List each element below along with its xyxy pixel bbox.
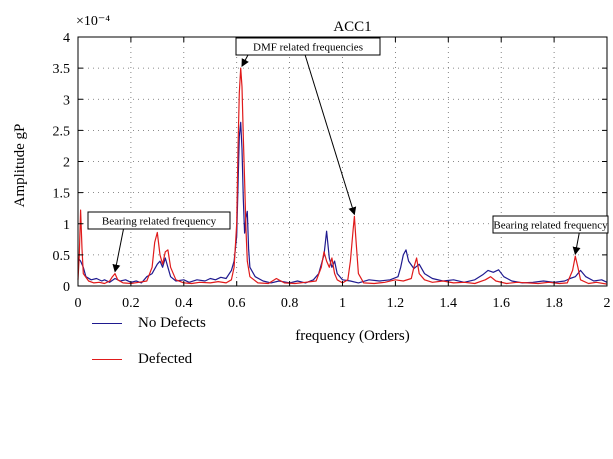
annotation-box — [87, 211, 231, 230]
legend-item-no-defects: No Defects — [92, 312, 206, 334]
legend-label-defected: Defected — [138, 350, 193, 367]
y-tick-label: 2 — [63, 156, 70, 171]
x-tick-label: 0.6 — [228, 296, 246, 311]
y-tick-label: 0 — [63, 280, 70, 295]
x-tick-label: 1.6 — [492, 296, 510, 311]
annotation-arrow — [572, 232, 581, 256]
x-tick-label: 2 — [604, 296, 611, 311]
series-line-defected — [77, 67, 608, 285]
x-axis-label: frequency (Orders) — [295, 328, 410, 344]
series-layer — [77, 67, 608, 285]
y-tick-label: 4 — [63, 31, 70, 46]
annotation-arrow — [241, 54, 249, 68]
legend-swatch-defected — [92, 358, 122, 360]
legend: No Defects Defected — [92, 312, 206, 384]
annotation-label: Bearing related frequency — [493, 220, 608, 232]
y-tick-label: 1.5 — [53, 187, 71, 202]
x-tick-label: 0.2 — [122, 296, 140, 311]
x-tick-label: 0.4 — [175, 296, 193, 311]
series-line-no-defects — [77, 121, 608, 284]
grid — [78, 37, 607, 286]
y-tick-label: 3 — [63, 93, 70, 108]
y-tick-label: 2.5 — [53, 124, 71, 139]
legend-swatch-no-defects — [92, 322, 122, 324]
x-tick-label: 1.8 — [545, 296, 563, 311]
y-tick-label: 0.5 — [53, 249, 71, 264]
annotations: DMF related frequencies Bearing related f… — [87, 37, 609, 273]
annotation-label: DMF related frequencies — [253, 42, 363, 54]
x-tick-label: 1 — [339, 296, 346, 311]
x-tick-label: 0 — [75, 296, 82, 311]
y-axis-label: Amplitude gP — [12, 124, 28, 208]
annotation-box — [235, 37, 381, 56]
legend-label-no-defects: No Defects — [138, 314, 206, 331]
ticks: 0 0.2 0.4 0.6 0.8 1 1.2 1.4 1.6 1.8 2 0 0.5 1 1.5 2 2.5 3… — [53, 31, 611, 311]
y-axis-multiplier: ×10⁻⁴ — [76, 14, 110, 29]
annotation-label: Bearing related frequency — [102, 216, 217, 228]
plot-frame — [77, 36, 608, 287]
chart-title: ACC1 — [333, 19, 371, 35]
y-tick-label: 3.5 — [53, 62, 71, 77]
annotation-arrow — [304, 54, 357, 216]
x-tick-label: 1.2 — [387, 296, 405, 311]
annotation-arrow — [112, 228, 124, 273]
annotation-box — [492, 215, 609, 234]
x-tick-label: 1.4 — [440, 296, 458, 311]
y-tick-label: 1 — [63, 218, 70, 233]
legend-item-defected: Defected — [92, 348, 206, 370]
x-tick-label: 0.8 — [281, 296, 299, 311]
